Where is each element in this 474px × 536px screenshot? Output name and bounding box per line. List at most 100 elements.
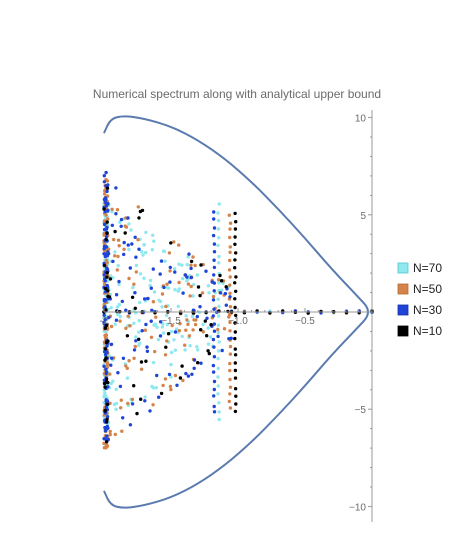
point-n-30 bbox=[151, 267, 155, 271]
legend-label: N=50 bbox=[413, 282, 442, 296]
point-n-70 bbox=[109, 306, 113, 310]
point-n-70 bbox=[161, 331, 166, 335]
point-n-70 bbox=[163, 259, 167, 263]
legend-label: N=10 bbox=[413, 324, 442, 338]
point-n-70 bbox=[156, 337, 161, 342]
point-n-10 bbox=[233, 305, 237, 310]
point-n-30 bbox=[104, 371, 109, 376]
point-n-30 bbox=[212, 210, 216, 214]
point-n-30 bbox=[158, 272, 162, 276]
point-n-50 bbox=[132, 282, 136, 286]
point-n-10 bbox=[233, 353, 238, 357]
x-tick-label: -2 bbox=[100, 316, 109, 327]
point-n-70 bbox=[139, 250, 144, 254]
point-n-10 bbox=[233, 336, 237, 341]
point-n-70 bbox=[131, 285, 135, 290]
point-n-10 bbox=[233, 330, 237, 334]
point-n-50 bbox=[227, 213, 231, 217]
point-n-30 bbox=[103, 318, 107, 322]
point-n-50 bbox=[113, 432, 118, 437]
point-n-10 bbox=[137, 216, 141, 220]
point-n-30 bbox=[211, 370, 216, 374]
point-n-50 bbox=[228, 377, 232, 382]
point-n-70 bbox=[127, 222, 131, 226]
point-n-30 bbox=[168, 280, 172, 284]
point-n-30 bbox=[186, 374, 191, 378]
point-n-50 bbox=[227, 399, 231, 404]
point-n-50 bbox=[124, 326, 128, 330]
point-n-70 bbox=[127, 247, 131, 252]
point-n-50 bbox=[108, 372, 112, 376]
point-n-70 bbox=[165, 322, 170, 327]
point-n-50 bbox=[228, 368, 232, 373]
point-n-50 bbox=[154, 315, 158, 319]
point-n-70 bbox=[142, 243, 146, 247]
legend-swatch bbox=[397, 283, 409, 295]
point-n-30 bbox=[117, 279, 121, 284]
point-n-70 bbox=[112, 402, 117, 407]
point-n-30 bbox=[228, 295, 232, 299]
point-n-10 bbox=[105, 275, 109, 279]
point-n-70 bbox=[104, 330, 108, 334]
point-n-10 bbox=[233, 281, 237, 285]
point-n-30 bbox=[107, 315, 111, 320]
point-n-10 bbox=[104, 377, 109, 381]
point-n-50 bbox=[192, 318, 196, 322]
point-n-10 bbox=[105, 420, 109, 424]
point-n-10 bbox=[234, 313, 238, 318]
point-n-50 bbox=[189, 263, 193, 267]
point-n-30 bbox=[119, 224, 123, 228]
point-n-70 bbox=[109, 381, 113, 386]
point-n-50 bbox=[116, 238, 121, 242]
point-n-70 bbox=[173, 348, 177, 352]
point-n-30 bbox=[145, 296, 150, 301]
point-n-30 bbox=[102, 320, 106, 325]
point-n-30 bbox=[102, 174, 107, 178]
point-n-10 bbox=[105, 271, 109, 275]
point-n-30 bbox=[104, 204, 109, 208]
point-n-10 bbox=[233, 235, 237, 239]
point-n-10 bbox=[104, 356, 108, 360]
point-n-30 bbox=[102, 364, 106, 368]
point-n-70 bbox=[153, 322, 158, 326]
x-tick-label: −0.5 bbox=[295, 316, 315, 327]
point-n-10 bbox=[226, 309, 230, 314]
point-n-50 bbox=[163, 377, 168, 381]
point-n-10 bbox=[233, 376, 238, 380]
point-n-50 bbox=[136, 205, 140, 209]
point-n-10 bbox=[106, 294, 110, 299]
point-n-30 bbox=[106, 208, 110, 212]
point-n-70 bbox=[207, 291, 211, 295]
point-n-50 bbox=[164, 304, 168, 309]
point-n-10 bbox=[199, 328, 203, 332]
point-n-30 bbox=[105, 344, 109, 348]
point-n-30 bbox=[104, 170, 108, 175]
point-n-30 bbox=[218, 291, 223, 295]
point-n-30 bbox=[104, 353, 108, 357]
point-n-50 bbox=[211, 294, 216, 299]
point-n-30 bbox=[121, 356, 126, 360]
point-n-50 bbox=[149, 335, 154, 339]
point-n-30 bbox=[104, 235, 109, 239]
y-tick-label: −5 bbox=[355, 405, 367, 416]
point-n-50 bbox=[177, 243, 181, 247]
point-n-10 bbox=[218, 273, 222, 278]
point-n-30 bbox=[103, 350, 107, 354]
point-n-50 bbox=[200, 291, 205, 295]
point-n-10 bbox=[135, 411, 139, 416]
point-n-10 bbox=[207, 351, 211, 356]
point-n-30 bbox=[128, 266, 132, 270]
point-n-30 bbox=[134, 255, 138, 259]
point-n-30 bbox=[212, 307, 216, 311]
legend-swatch bbox=[397, 325, 409, 337]
point-n-70 bbox=[216, 330, 220, 335]
point-n-30 bbox=[103, 254, 108, 259]
point-n-10 bbox=[233, 409, 238, 414]
point-n-70 bbox=[184, 314, 188, 318]
point-n-10 bbox=[104, 340, 109, 345]
point-n-70 bbox=[217, 236, 221, 240]
point-n-70 bbox=[117, 302, 122, 307]
point-n-50 bbox=[201, 330, 205, 334]
point-n-50 bbox=[118, 319, 122, 323]
point-n-30 bbox=[106, 183, 110, 187]
